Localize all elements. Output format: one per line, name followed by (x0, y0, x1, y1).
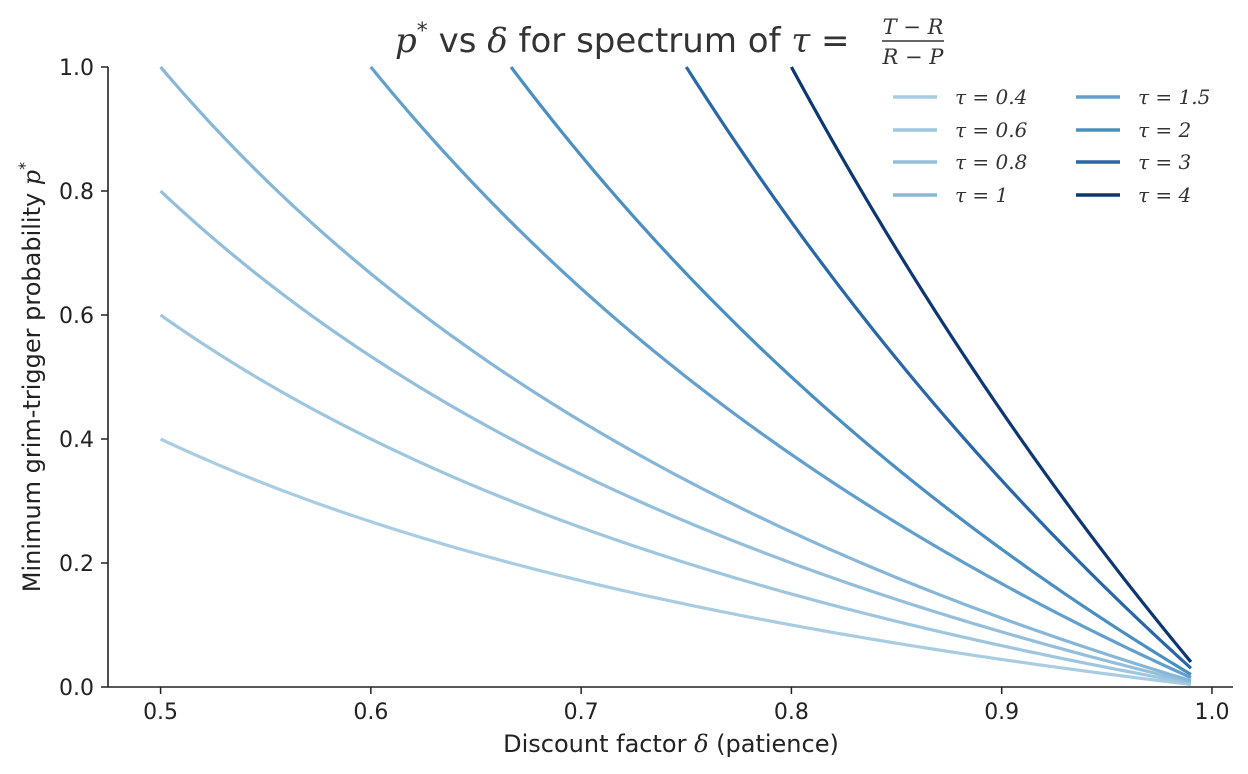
y-tick-label: 1.0 (59, 56, 94, 81)
x-axis-label-suffix: (patience) (709, 730, 839, 758)
title-vs: vs (428, 21, 487, 61)
chart-title: p* vs δ for spectrum of τ = T − R R − P (395, 15, 944, 69)
x-axis-label-delta: δ (694, 730, 708, 758)
legend-label-7: τ = 3 (1138, 150, 1191, 174)
x-tick-label: 0.8 (774, 700, 809, 725)
title-p: p (395, 21, 417, 61)
series-line-8 (790, 66, 1193, 663)
series-line-5 (369, 65, 1192, 680)
series-line-1 (159, 437, 1192, 687)
title-fraction-denominator: R − P (882, 45, 945, 69)
title-p-star: * (417, 19, 428, 44)
title-tau: τ (791, 21, 811, 61)
series-layer (159, 65, 1193, 687)
legend: τ = 0.4 τ = 0.6 τ = 0.8 τ = 1 τ = 1.5 τ = 2 τ … (893, 85, 1210, 207)
x-tick-label: 0.7 (564, 700, 599, 725)
legend-label-6: τ = 2 (1138, 118, 1191, 142)
x-axis-label-text: Discount factor (503, 730, 694, 758)
y-tick-label: 0.2 (59, 552, 94, 577)
legend-label-2: τ = 0.6 (955, 118, 1028, 142)
legend-label-1: τ = 0.4 (955, 85, 1027, 109)
series-line-2 (159, 313, 1192, 685)
axes (107, 67, 1233, 688)
y-tick-label: 0.0 (59, 676, 94, 701)
x-tick-label: 0.9 (984, 700, 1019, 725)
y-axis-label: Minimum grim-trigger probability p* (15, 162, 46, 592)
y-axis-label-p: p (18, 170, 46, 185)
y-tick-label: 0.6 (59, 304, 94, 329)
y-axis-label-star: * (15, 162, 34, 170)
legend-label-8: τ = 4 (1138, 183, 1191, 207)
x-axis-label: Discount factor δ (patience) (503, 730, 839, 758)
x-ticks: 0.5 0.6 0.7 0.8 0.9 1.0 (143, 687, 1229, 725)
y-axis-label-text: Minimum grim-trigger probability (18, 185, 46, 592)
y-ticks: 0.0 0.2 0.4 0.6 0.8 1.0 (59, 56, 108, 701)
title-fraction-numerator: T − R (883, 15, 944, 39)
title-delta: δ (487, 21, 507, 61)
x-tick-label: 1.0 (1194, 700, 1229, 725)
series-line-7 (684, 66, 1193, 670)
title-text: for spectrum of (508, 21, 792, 61)
legend-label-5: τ = 1.5 (1138, 85, 1210, 109)
x-tick-label: 0.5 (143, 700, 178, 725)
series-line-4 (159, 65, 1192, 683)
legend-label-3: τ = 0.8 (955, 150, 1027, 174)
y-tick-label: 0.8 (59, 180, 94, 205)
legend-label-4: τ = 1 (955, 183, 1008, 207)
series-line-3 (159, 189, 1192, 684)
title-eq: = (810, 21, 849, 61)
series-line-6 (509, 66, 1192, 676)
x-tick-label: 0.6 (353, 700, 388, 725)
y-tick-label: 0.4 (59, 428, 94, 453)
svg-text:p* vs δ for spectrum of τ =: p* vs δ for spectrum of τ = (395, 19, 849, 61)
